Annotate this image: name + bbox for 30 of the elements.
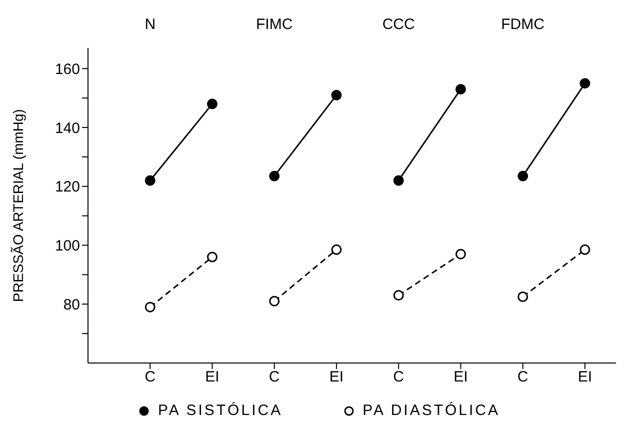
legend-label: PA DIASTÓLICA <box>362 402 500 419</box>
point <box>518 292 528 302</box>
x-tick-label: C <box>268 368 280 386</box>
y-tick-label: 160 <box>54 60 80 78</box>
point <box>331 244 342 255</box>
x-tick-label: EI <box>454 368 468 386</box>
point <box>393 290 404 301</box>
text: CCC <box>381 16 416 33</box>
point <box>518 170 528 182</box>
x-tick-label: C <box>517 368 528 386</box>
y-tick-label: 80 <box>63 296 80 314</box>
point <box>144 302 156 312</box>
point <box>206 98 218 110</box>
y-tick-label: 140 <box>54 120 80 137</box>
legend-label: PA SISTÓLICA <box>158 402 283 419</box>
y-tick-label: 100 <box>54 238 80 255</box>
x-tick-label: C <box>144 368 156 386</box>
point <box>144 175 156 186</box>
y-axis-title: PRESSÃO ARTERIAL (mmHg) <box>10 109 26 302</box>
point <box>206 252 218 262</box>
text: FDMC <box>500 16 546 33</box>
x-tick-label: EI <box>205 368 220 386</box>
x-tick-label: C <box>393 368 404 386</box>
x-tick-label: EI <box>578 368 592 386</box>
text: N <box>144 16 157 33</box>
text: FIMC <box>255 16 294 33</box>
x-tick-label: EI <box>329 368 344 386</box>
y-tick-label: 120 <box>54 178 80 196</box>
point <box>580 78 590 89</box>
point <box>580 244 590 255</box>
